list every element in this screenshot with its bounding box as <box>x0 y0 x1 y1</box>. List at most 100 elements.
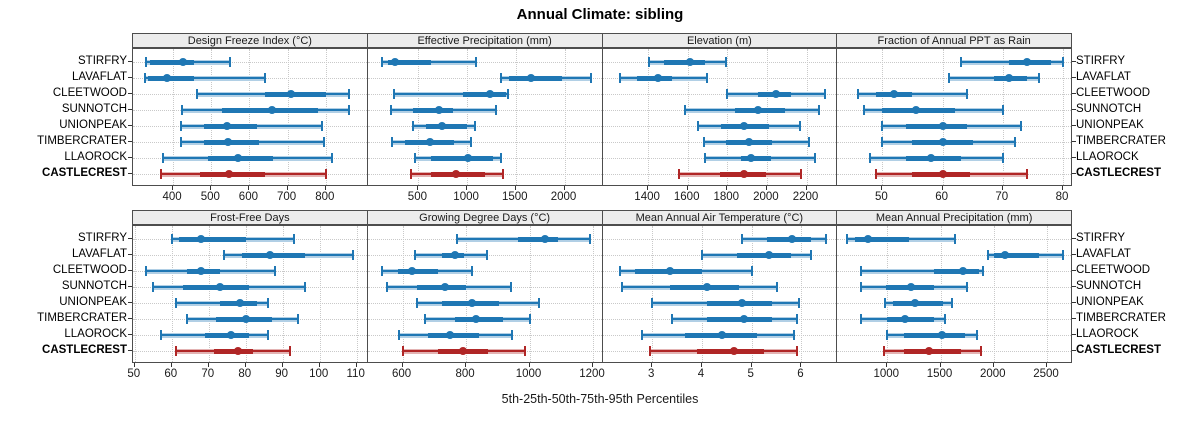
site-label-stirfry: STIRFRY <box>78 232 127 244</box>
x-tick-mark <box>244 363 246 367</box>
x-tick-mark <box>886 363 888 367</box>
tick-gridline <box>751 226 753 362</box>
y-tick-mark <box>128 61 132 62</box>
tick-gridline <box>942 49 944 185</box>
range-25-75-bar <box>508 75 562 81</box>
panel-elevation-m- <box>601 48 838 186</box>
median-dot <box>910 299 919 307</box>
tick-gridline <box>467 49 469 185</box>
whisker-cap <box>982 266 985 276</box>
tick-gridline <box>402 226 404 362</box>
whisker-cap <box>266 298 269 308</box>
whisker-cap <box>641 330 644 340</box>
median-dot <box>958 267 967 275</box>
tick-gridline <box>882 49 884 185</box>
panel-strip: Frost-Free Days <box>132 210 368 225</box>
whisker-cap <box>860 266 863 276</box>
whisker-cap <box>1001 153 1004 163</box>
median-dot <box>486 90 495 98</box>
median-dot <box>471 315 480 323</box>
median-dot <box>434 106 443 114</box>
whisker-cap <box>159 169 162 179</box>
median-dot <box>765 251 774 259</box>
whisker-cap <box>303 282 306 292</box>
x-tick-mark <box>207 363 209 367</box>
site-label-llaorock: LLAOROCK <box>1076 328 1139 340</box>
tick-gridline <box>134 226 136 362</box>
x-tick-mark <box>647 186 649 190</box>
tick-gridline <box>648 49 650 185</box>
median-dot <box>900 315 909 323</box>
whisker-cap <box>798 121 801 131</box>
x-tick-mark <box>465 363 467 367</box>
row-gridline <box>837 302 1071 304</box>
median-dot <box>223 138 232 146</box>
whisker-cap <box>696 121 699 131</box>
site-label-lavaflat: LAVAFLAT <box>1076 71 1131 83</box>
site-label-sunnotch: SUNNOTCH <box>1076 103 1142 115</box>
x-tick-mark <box>210 186 212 190</box>
whisker-cap <box>507 89 510 99</box>
site-label-cleetwood: CLEETWOOD <box>52 87 127 99</box>
x-tick-label: 1000 <box>453 191 479 203</box>
range-5-95-line <box>393 93 509 95</box>
median-dot <box>1001 251 1010 259</box>
median-dot <box>265 251 274 259</box>
row-gridline <box>602 93 837 95</box>
median-dot <box>287 90 296 98</box>
whisker-cap <box>740 234 743 244</box>
whisker-cap <box>385 282 388 292</box>
site-label-stirfry: STIRFRY <box>1076 232 1125 244</box>
whisker-cap <box>810 250 813 260</box>
whisker-cap <box>671 314 674 324</box>
whisker-cap <box>423 314 426 324</box>
whisker-cap <box>807 137 810 147</box>
panel-growing-degree-days-c- <box>366 225 603 363</box>
whisker-cap <box>951 298 954 308</box>
tick-gridline <box>687 49 689 185</box>
row-gridline <box>602 77 837 79</box>
median-dot <box>458 347 467 355</box>
x-tick-label: 400 <box>162 191 182 203</box>
whisker-cap <box>793 330 795 340</box>
whisker-cap <box>619 73 622 83</box>
panel-strip-title: Effective Precipitation (mm) <box>417 35 552 47</box>
range-25-75-bar <box>431 155 493 161</box>
tick-gridline <box>766 49 768 185</box>
whisker-cap <box>795 314 798 324</box>
panel-strip-title: Design Freeze Index (°C) <box>187 35 312 47</box>
whisker-cap <box>390 105 393 115</box>
site-label-cleetwood: CLEETWOOD <box>1076 264 1151 276</box>
site-label-lavaflat: LAVAFLAT <box>72 248 127 260</box>
range-25-75-bar <box>426 123 468 129</box>
y-tick-mark <box>128 238 132 239</box>
y-tick-mark <box>128 318 132 319</box>
whisker-cap <box>775 282 778 292</box>
range-25-75-bar <box>148 75 195 81</box>
whisker-cap <box>500 73 503 83</box>
site-label-unionpeak: UNIONPEAK <box>59 119 127 131</box>
panel-strip-title: Growing Degree Days (°C) <box>419 212 551 224</box>
site-label-stirfry: STIRFRY <box>78 55 127 67</box>
y-tick-mark <box>128 109 132 110</box>
whisker-cap <box>415 298 418 308</box>
x-tick-label: 1500 <box>926 368 953 380</box>
tick-gridline <box>1062 49 1064 185</box>
whisker-cap <box>966 282 969 292</box>
x-tick-mark <box>1046 363 1047 367</box>
tick-gridline <box>515 49 517 185</box>
tick-gridline <box>208 226 210 362</box>
x-tick-mark <box>401 363 403 367</box>
row-gridline <box>602 238 837 240</box>
panel-frost-free-days <box>132 225 368 363</box>
median-dot <box>241 315 250 323</box>
y-tick-mark <box>1072 286 1076 287</box>
x-tick-label: 50 <box>874 191 888 203</box>
median-dot <box>437 122 446 130</box>
panel-strip: Fraction of Annual PPT as Rain <box>836 33 1072 48</box>
y-tick-mark <box>128 125 132 126</box>
whisker-cap <box>495 105 498 115</box>
y-tick-mark <box>128 141 132 142</box>
whisker-cap <box>409 169 412 179</box>
range-25-75-bar <box>179 236 246 242</box>
